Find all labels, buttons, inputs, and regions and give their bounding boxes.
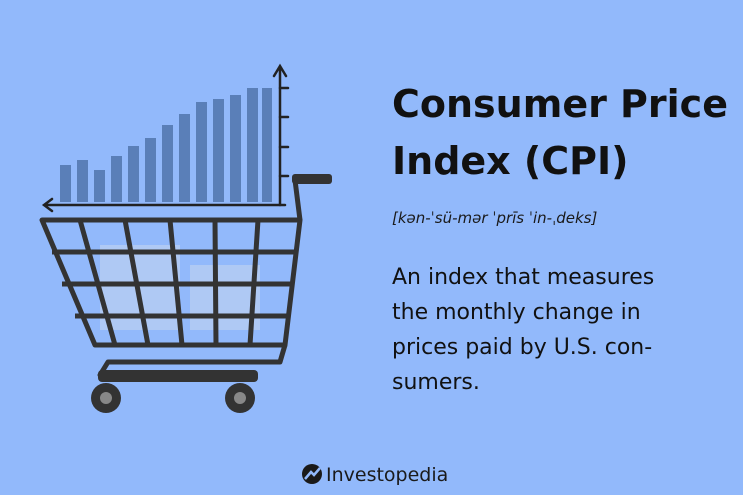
definition-line: the monthly change in [392,300,641,325]
brand-logo: Investopedia [302,464,448,486]
definition-line: prices paid by U.S. con- [392,335,652,360]
rising-bars [60,88,272,202]
definition-line: An index that measures [392,265,654,290]
title-line: Consumer Price [392,82,728,126]
definition-line: sumers. [392,370,480,395]
cart-illustration [39,63,332,413]
pronunciation: [kən-ˈsü-mər ˈprīs ˈin-ˌdeks] [392,209,597,227]
title-line: Index (CPI) [392,139,629,183]
brand-name: Investopedia [326,464,448,486]
